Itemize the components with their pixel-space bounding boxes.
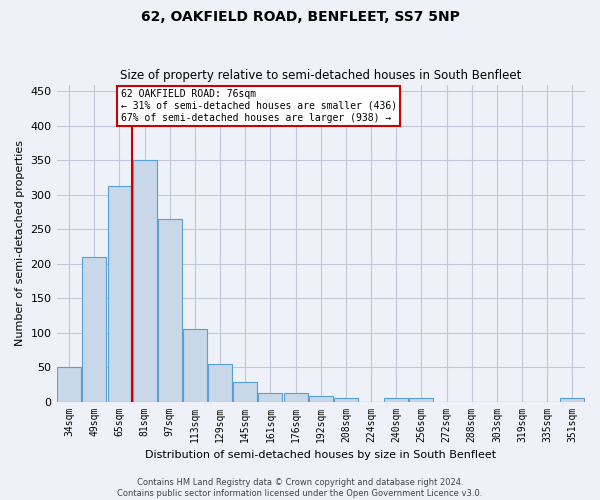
Bar [57, 367, 81, 402]
Bar [233, 382, 257, 402]
Bar [334, 398, 358, 402]
Bar [385, 398, 408, 402]
Bar [158, 219, 182, 402]
Bar [259, 394, 283, 402]
X-axis label: Distribution of semi-detached houses by size in South Benfleet: Distribution of semi-detached houses by … [145, 450, 496, 460]
Bar [208, 364, 232, 402]
Bar [107, 186, 131, 402]
Bar [133, 160, 157, 402]
Title: Size of property relative to semi-detached houses in South Benfleet: Size of property relative to semi-detach… [120, 69, 521, 82]
Y-axis label: Number of semi-detached properties: Number of semi-detached properties [15, 140, 25, 346]
Text: 62, OAKFIELD ROAD, BENFLEET, SS7 5NP: 62, OAKFIELD ROAD, BENFLEET, SS7 5NP [140, 10, 460, 24]
Bar [560, 398, 584, 402]
Bar [309, 396, 333, 402]
Bar [82, 257, 106, 402]
Bar [284, 394, 308, 402]
Bar [409, 398, 433, 402]
Text: 62 OAKFIELD ROAD: 76sqm
← 31% of semi-detached houses are smaller (436)
67% of s: 62 OAKFIELD ROAD: 76sqm ← 31% of semi-de… [121, 90, 397, 122]
Bar [183, 329, 207, 402]
Text: Contains HM Land Registry data © Crown copyright and database right 2024.
Contai: Contains HM Land Registry data © Crown c… [118, 478, 482, 498]
